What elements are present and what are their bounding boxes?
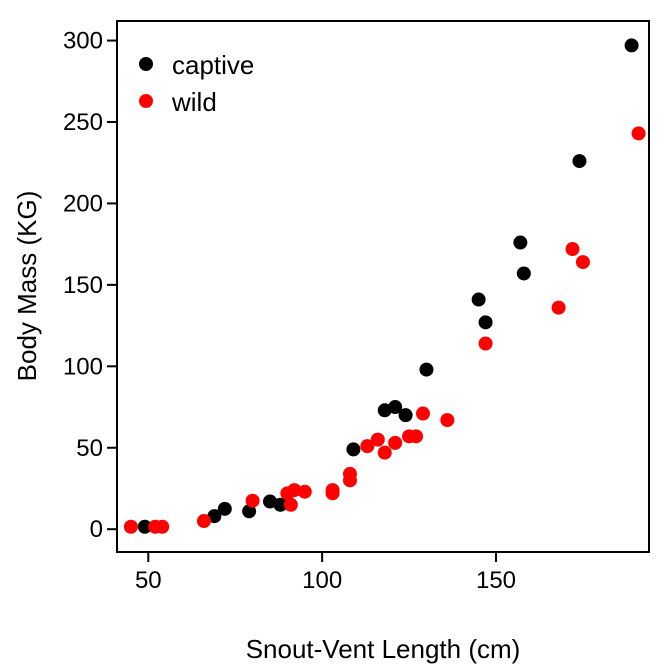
data-point-wild bbox=[377, 445, 392, 460]
legend-marker-captive bbox=[139, 57, 153, 71]
data-point-captive bbox=[242, 504, 257, 519]
data-point-captive bbox=[217, 501, 232, 516]
x-tick-label: 50 bbox=[135, 567, 162, 594]
data-point-captive bbox=[273, 497, 288, 512]
data-point-wild bbox=[565, 242, 580, 257]
data-point-wild bbox=[342, 466, 357, 481]
data-point-captive bbox=[624, 38, 639, 53]
data-point-wild bbox=[575, 255, 590, 270]
data-point-wild bbox=[283, 497, 298, 512]
data-points bbox=[123, 38, 646, 534]
data-point-wild bbox=[409, 429, 424, 444]
data-point-wild bbox=[551, 300, 566, 315]
axes: 50 100 150 0 50 100 150 200 250 300 bbox=[63, 28, 516, 594]
data-point-wild bbox=[388, 435, 403, 450]
plot-frame bbox=[116, 20, 650, 553]
legend-marker-wild bbox=[139, 94, 153, 108]
data-point-wild bbox=[360, 439, 375, 454]
data-point-captive bbox=[398, 408, 413, 423]
x-tick-label: 150 bbox=[476, 567, 516, 594]
data-point-wild bbox=[123, 519, 138, 534]
data-point-wild bbox=[287, 483, 302, 498]
data-point-captive bbox=[516, 266, 531, 281]
x-axis-title: Snout-Vent Length (cm) bbox=[246, 634, 521, 664]
data-point-captive bbox=[478, 315, 493, 330]
y-tick-label: 300 bbox=[63, 28, 103, 55]
legend-label-wild: wild bbox=[171, 87, 217, 117]
data-point-wild bbox=[245, 493, 260, 508]
y-tick-label: 50 bbox=[76, 435, 103, 462]
y-tick-label: 150 bbox=[63, 272, 103, 299]
legend-label-captive: captive bbox=[172, 50, 254, 80]
data-point-wild bbox=[325, 486, 340, 501]
data-point-wild bbox=[155, 519, 170, 534]
data-point-captive bbox=[207, 509, 222, 524]
data-point-captive bbox=[513, 235, 528, 250]
legend: captive wild bbox=[139, 50, 254, 117]
data-point-captive bbox=[572, 154, 587, 169]
data-point-wild bbox=[440, 413, 455, 428]
data-point-captive bbox=[137, 519, 152, 534]
x-tick-label: 100 bbox=[302, 567, 342, 594]
y-tick-label: 200 bbox=[63, 190, 103, 217]
data-point-wild bbox=[631, 126, 646, 141]
data-point-wild bbox=[415, 406, 430, 421]
y-tick-label: 100 bbox=[63, 353, 103, 380]
y-tick-label: 0 bbox=[90, 516, 103, 543]
data-point-captive bbox=[346, 442, 361, 457]
data-point-captive bbox=[388, 400, 403, 415]
y-tick-label: 250 bbox=[63, 109, 103, 136]
y-axis-title: Body Mass (KG) bbox=[12, 191, 42, 382]
data-point-captive bbox=[419, 362, 434, 377]
data-point-wild bbox=[297, 484, 312, 499]
data-point-wild bbox=[196, 514, 211, 529]
data-point-wild bbox=[370, 432, 385, 447]
data-point-wild bbox=[478, 336, 493, 351]
data-point-captive bbox=[471, 292, 486, 307]
